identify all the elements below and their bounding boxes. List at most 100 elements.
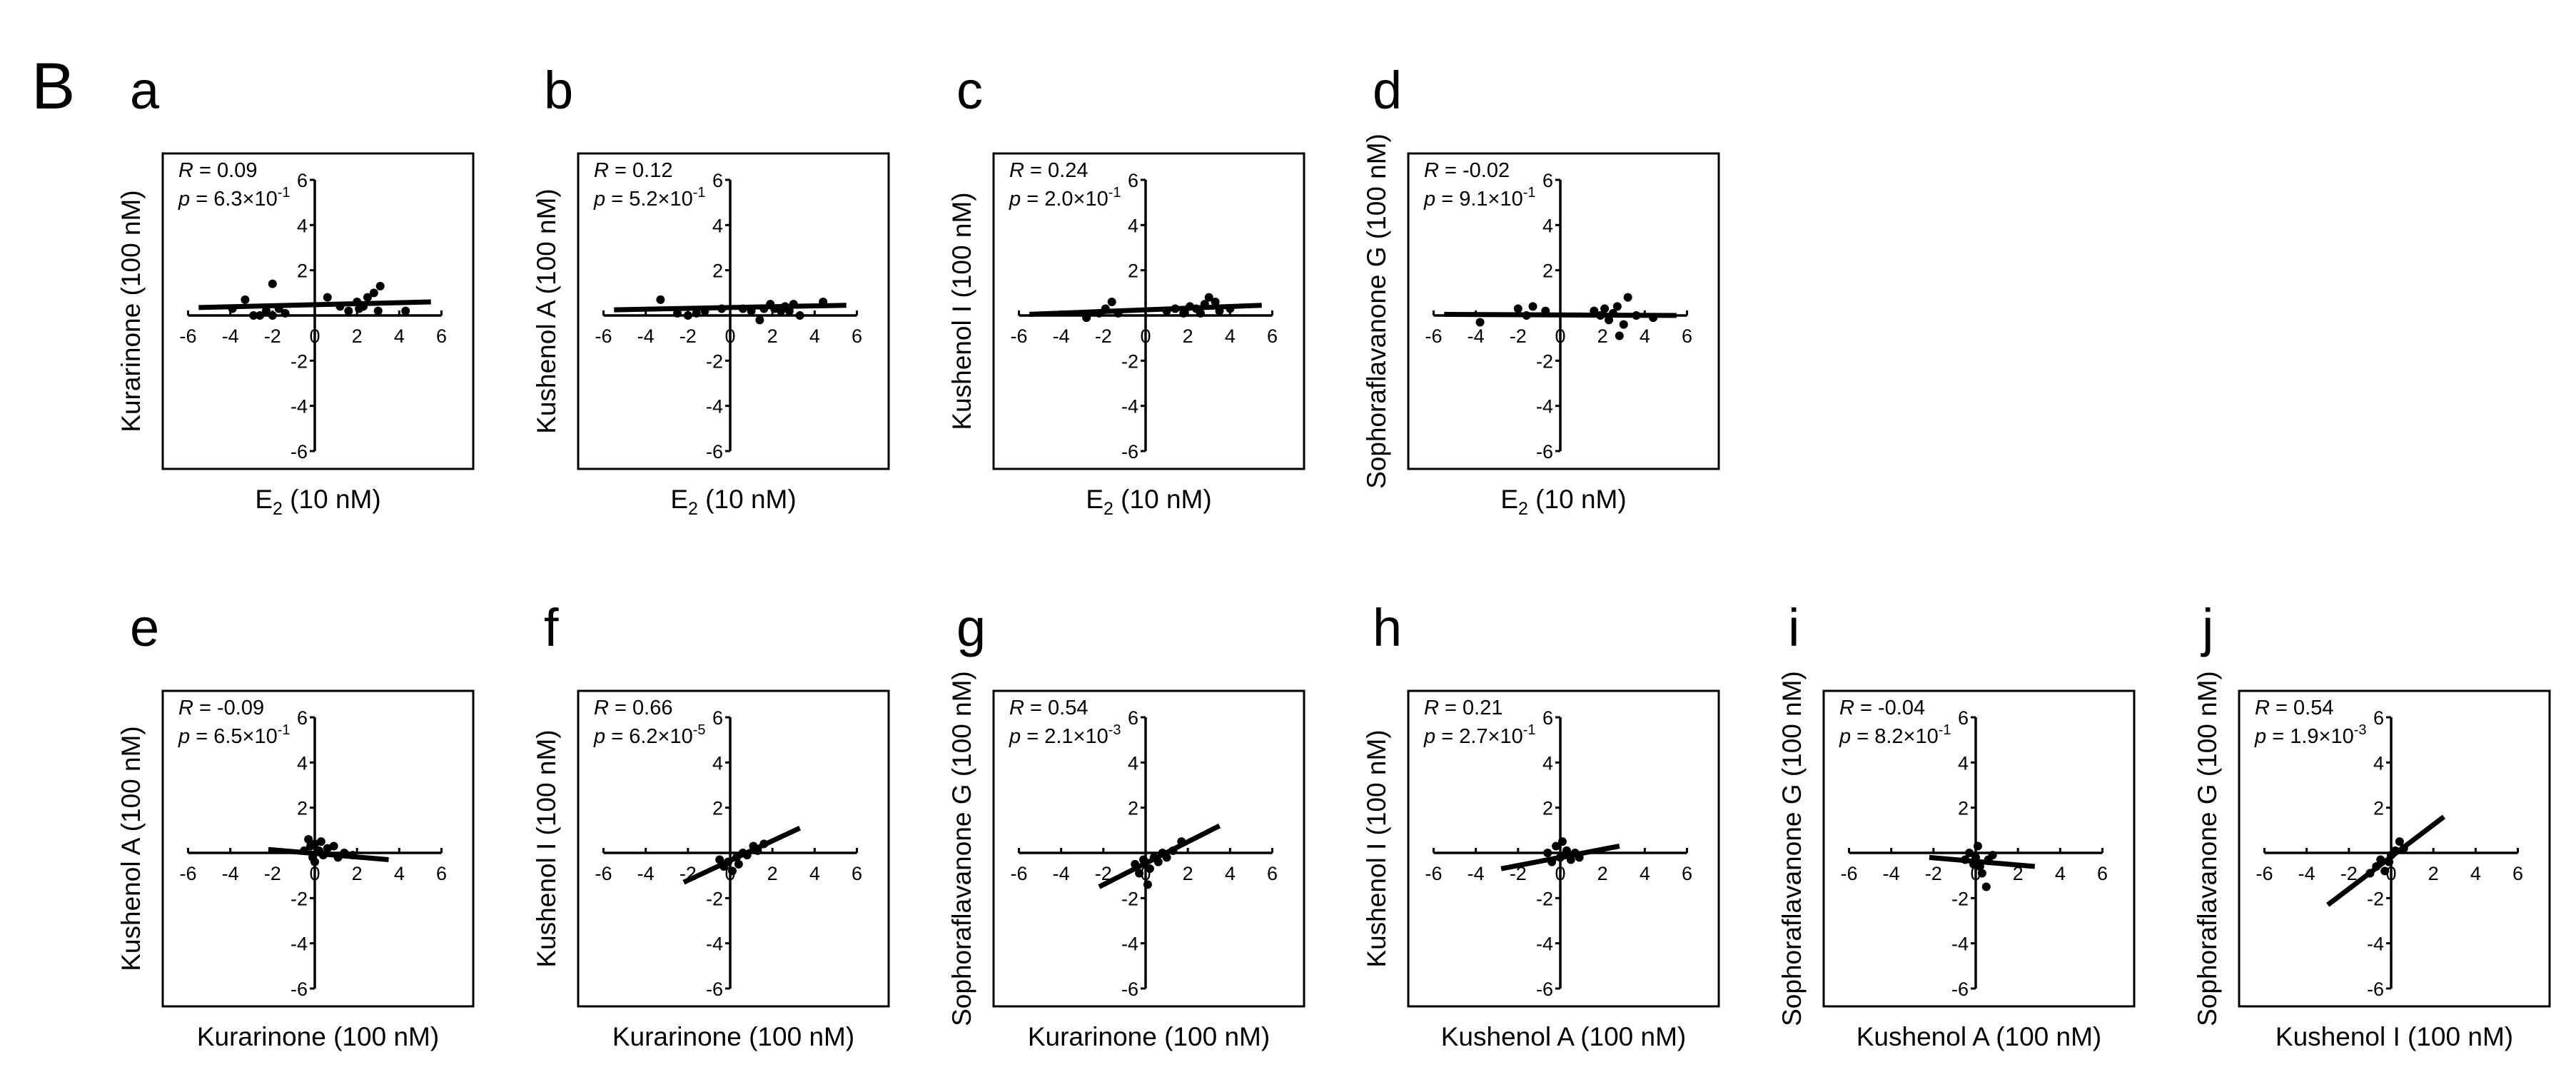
data-point — [1131, 859, 1140, 869]
data-point — [732, 853, 741, 862]
data-point — [1552, 841, 1561, 851]
x-tick-label: 0 — [1140, 325, 1151, 347]
x-tick-label: 2 — [2013, 863, 2024, 884]
data-point — [1612, 302, 1622, 311]
r-value: R = 0.54 — [2255, 697, 2333, 719]
y-axis-label: Kurarinone (100 nM) — [116, 190, 146, 432]
p-value: p = 1.9×10-3 — [2254, 722, 2367, 748]
data-point — [1975, 862, 1984, 871]
data-point — [1557, 837, 1567, 846]
y-tick-label: 6 — [1542, 170, 1553, 191]
data-point — [335, 302, 345, 311]
x-tick-label: 2 — [767, 863, 778, 884]
x-tick-label: 4 — [2470, 863, 2481, 884]
x-tick-label: 2 — [767, 325, 778, 347]
p-value: p = 2.1×10-3 — [1009, 722, 1121, 748]
data-point — [1107, 298, 1116, 306]
data-point — [363, 293, 372, 302]
data-point — [1547, 857, 1557, 866]
x-axis-label: Kurarinone (100 nM) — [612, 1022, 854, 1051]
data-point — [724, 857, 733, 866]
x-axis-label: Kushenol I (100 nM) — [2276, 1022, 2513, 1051]
x-tick-label: -4 — [1883, 863, 1900, 884]
x-tick-label: 4 — [394, 863, 405, 884]
data-point — [268, 279, 277, 288]
y-tick-label: -4 — [1121, 934, 1138, 955]
panel-letter: h — [1373, 598, 1402, 657]
p-value: p = 9.1×10-1 — [1423, 185, 1536, 211]
x-tick-label: -2 — [2340, 863, 2358, 884]
data-point — [753, 846, 762, 855]
data-point — [747, 306, 756, 315]
data-point — [1971, 853, 1980, 862]
y-tick-label: -6 — [706, 441, 723, 462]
x-tick-label: 2 — [2428, 863, 2439, 884]
data-point — [683, 311, 692, 320]
data-point — [1973, 841, 1982, 851]
data-point — [1562, 846, 1571, 855]
x-tick-label: -6 — [1425, 325, 1442, 347]
y-axis-label: Kushenol A (100 nM) — [116, 726, 146, 971]
y-axis-label: Sophoraflavanone G (100 nM) — [2193, 671, 2222, 1026]
y-tick-label: 4 — [1542, 215, 1553, 236]
y-tick-label: -2 — [291, 350, 308, 372]
r-value: R = 0.12 — [594, 159, 672, 182]
x-tick-label: 2 — [352, 325, 363, 347]
x-tick-label: -6 — [1010, 325, 1027, 347]
x-tick-label: 4 — [809, 325, 820, 347]
x-tick-label: 6 — [436, 863, 447, 884]
data-point — [1590, 306, 1599, 315]
data-point — [1139, 855, 1148, 864]
y-tick-label: 2 — [712, 798, 723, 819]
data-point — [2376, 855, 2385, 864]
x-tick-label: 2 — [352, 863, 363, 884]
y-tick-label: 2 — [297, 261, 308, 282]
data-point — [268, 311, 277, 320]
data-point — [1977, 869, 1986, 878]
x-tick-label: 0 — [309, 863, 320, 884]
data-point — [1162, 853, 1171, 862]
y-axis-label: Sophoraflavanone G (100 nM) — [947, 671, 976, 1026]
x-tick-label: 4 — [2055, 863, 2066, 884]
data-point — [2380, 866, 2390, 876]
panel-letter: j — [2201, 598, 2213, 657]
panel-letter: g — [956, 598, 986, 657]
y-tick-label: -2 — [1536, 350, 1553, 372]
data-point — [1211, 298, 1220, 306]
y-tick-label: 6 — [712, 170, 723, 191]
panel-letter: i — [1788, 598, 1799, 657]
data-point — [1145, 864, 1154, 874]
data-point — [1608, 308, 1617, 318]
x-tick-label: 0 — [1555, 863, 1565, 884]
data-point — [759, 304, 769, 313]
plot-frame — [161, 152, 475, 470]
y-axis-label: Kushenol I (100 nM) — [947, 192, 976, 430]
y-tick-label: 4 — [297, 215, 308, 236]
x-tick-label: -6 — [1425, 863, 1442, 884]
data-point — [1615, 331, 1624, 340]
data-point — [1513, 304, 1522, 313]
y-tick-label: 6 — [1958, 707, 1969, 729]
data-point — [759, 839, 769, 849]
data-point — [1649, 313, 1658, 323]
data-point — [1596, 311, 1605, 320]
x-tick-label: -6 — [595, 325, 612, 347]
regression-line — [1029, 303, 1262, 317]
x-axis-label: E2 (10 nM) — [255, 485, 380, 519]
data-point — [1981, 882, 1991, 891]
data-point — [673, 308, 682, 318]
data-point — [2399, 844, 2408, 853]
panel-letter: f — [544, 598, 559, 657]
x-tick-label: -2 — [1510, 325, 1527, 347]
y-tick-label: 4 — [1128, 215, 1138, 236]
p-value: p = 2.0×10-1 — [1009, 185, 1121, 211]
data-point — [1961, 855, 1970, 864]
data-point — [1575, 853, 1584, 862]
plot-frame — [992, 152, 1305, 470]
data-point — [1543, 849, 1552, 857]
x-tick-label: -4 — [2298, 863, 2315, 884]
data-point — [1094, 308, 1103, 318]
